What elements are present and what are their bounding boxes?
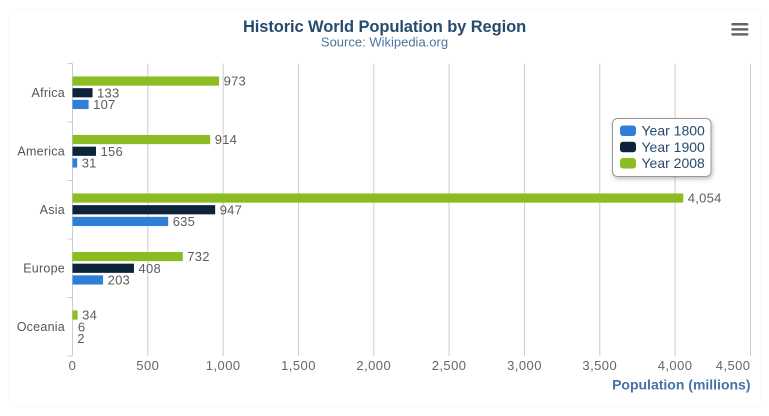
svg-text:4,054: 4,054	[688, 191, 722, 206]
svg-text:Year 1800: Year 1800	[642, 123, 706, 139]
svg-text:2,000: 2,000	[356, 358, 391, 373]
svg-text:Year 1900: Year 1900	[642, 139, 706, 155]
svg-text:1,000: 1,000	[206, 358, 241, 373]
svg-text:156: 156	[101, 144, 123, 159]
svg-text:2,500: 2,500	[432, 358, 467, 373]
svg-text:4,000: 4,000	[658, 358, 693, 373]
svg-text:732: 732	[187, 249, 209, 264]
svg-text:31: 31	[82, 156, 97, 171]
svg-text:Year 2008: Year 2008	[642, 155, 706, 171]
svg-text:0: 0	[69, 358, 77, 373]
svg-text:973: 973	[224, 74, 246, 89]
svg-text:107: 107	[93, 97, 115, 112]
svg-text:Population (millions): Population (millions)	[612, 377, 750, 393]
svg-text:635: 635	[173, 214, 195, 229]
svg-text:America: America	[17, 144, 65, 158]
svg-text:Europe: Europe	[23, 261, 65, 275]
svg-text:34: 34	[82, 308, 97, 323]
svg-text:Historic World Population by R: Historic World Population by Region	[243, 18, 526, 36]
svg-text:6: 6	[78, 319, 85, 334]
svg-text:3,000: 3,000	[507, 358, 542, 373]
svg-text:1,500: 1,500	[281, 358, 316, 373]
svg-text:500: 500	[136, 358, 159, 373]
svg-text:3,500: 3,500	[582, 358, 617, 373]
svg-text:2: 2	[77, 331, 84, 346]
svg-text:408: 408	[139, 261, 161, 276]
svg-text:4,500: 4,500	[716, 358, 751, 373]
svg-text:Africa: Africa	[32, 86, 65, 100]
svg-text:Source: Wikipedia.org: Source: Wikipedia.org	[321, 35, 448, 50]
svg-text:203: 203	[108, 273, 130, 288]
svg-text:914: 914	[215, 132, 237, 147]
svg-text:947: 947	[220, 202, 242, 217]
svg-text:Asia: Asia	[40, 203, 65, 217]
svg-text:133: 133	[97, 85, 119, 100]
svg-text:Oceania: Oceania	[17, 320, 65, 334]
